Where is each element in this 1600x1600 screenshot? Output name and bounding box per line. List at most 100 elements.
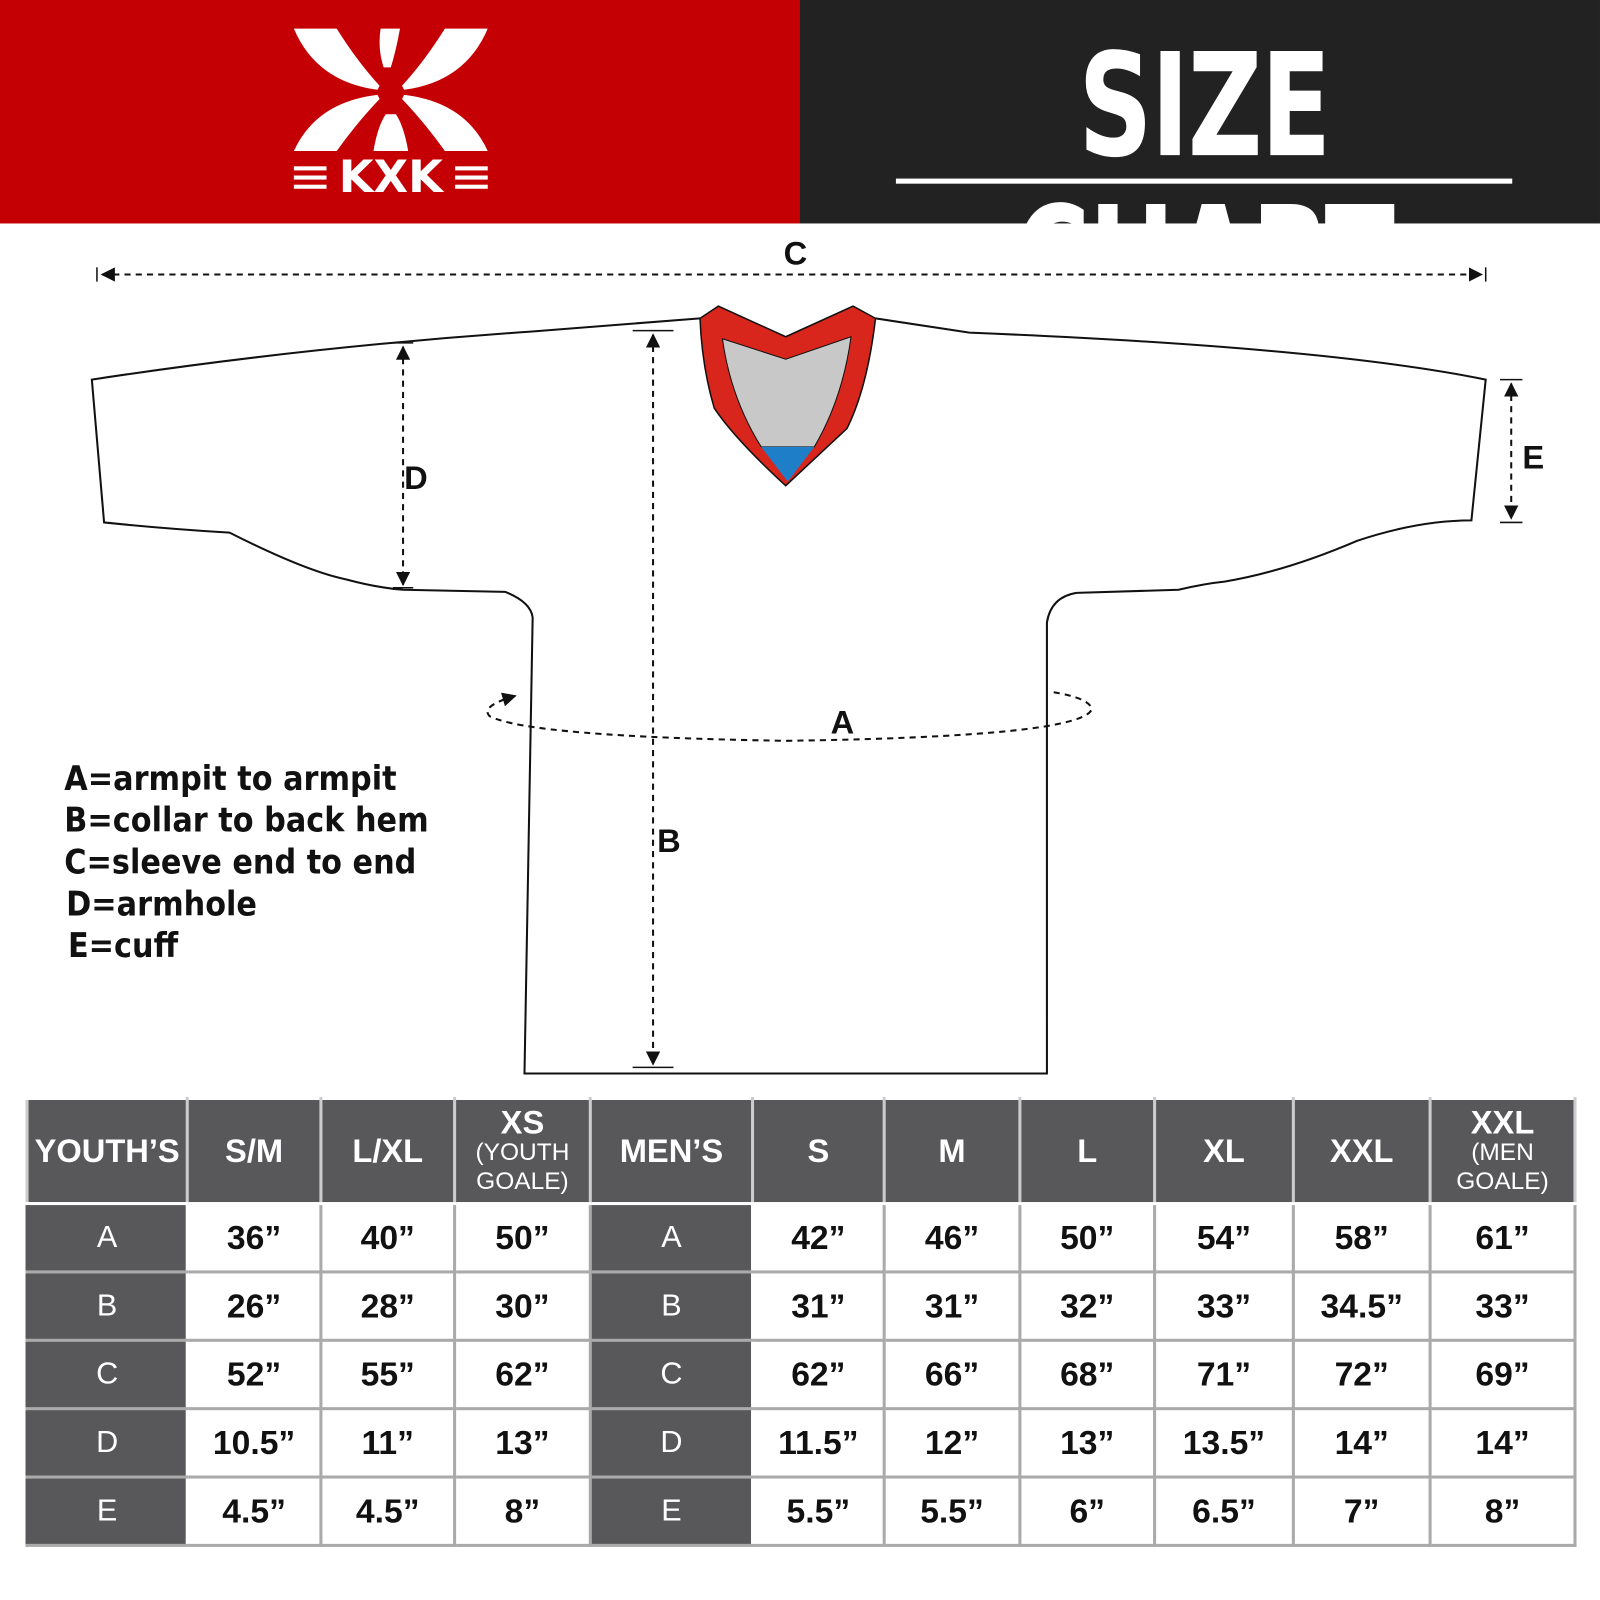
table-row: D 10.5” 11” 13” D 11.5” 12” 13” 13.5” 14” 14” xyxy=(25,1407,1577,1479)
size-label: L/XL xyxy=(352,1132,424,1170)
men-cell: 50” xyxy=(1018,1202,1157,1274)
men-cell: 32” xyxy=(1018,1270,1157,1342)
youth-header: YOUTH’S xyxy=(25,1096,189,1206)
youth-cell: 13” xyxy=(453,1407,592,1479)
men-cell: 58” xyxy=(1291,1202,1432,1274)
men-cell: 46” xyxy=(882,1202,1022,1274)
legend-item: D=armhole xyxy=(66,883,257,924)
men-cell: 61” xyxy=(1428,1202,1577,1274)
men-size-header: L xyxy=(1018,1096,1157,1206)
youth-cell: 26” xyxy=(185,1270,323,1342)
logo-text: KXK xyxy=(338,151,443,204)
men-cell: 5.5” xyxy=(882,1475,1022,1547)
measure-a xyxy=(486,690,1093,742)
youth-cell: 50” xyxy=(453,1202,592,1274)
title-panel xyxy=(799,0,1600,224)
row-label: D xyxy=(588,1407,755,1479)
size-label: XXL xyxy=(1470,1104,1535,1141)
legend-item: C=sleeve end to end xyxy=(64,841,417,882)
kxk-logo-icon xyxy=(293,28,488,189)
men-cell: 31” xyxy=(751,1270,886,1342)
men-cell: 8” xyxy=(1428,1475,1577,1547)
men-cell: 33” xyxy=(1153,1270,1295,1342)
men-size-header: M xyxy=(882,1096,1022,1206)
label-e: E xyxy=(1522,438,1545,476)
youth-cell: 11” xyxy=(319,1407,457,1479)
men-cell: 68” xyxy=(1018,1338,1157,1411)
table-header-row: YOUTH’S S/M L/XL XS (YOUTH GOALE) MEN’S S M L XL X… xyxy=(25,1096,1577,1206)
row-label: E xyxy=(588,1475,755,1547)
men-cell: 13” xyxy=(1018,1407,1157,1479)
youth-cell: 8” xyxy=(453,1475,592,1547)
row-label: C xyxy=(25,1338,189,1411)
label-c: C xyxy=(783,234,808,272)
row-label: E xyxy=(25,1475,189,1547)
size-label: S/M xyxy=(225,1132,284,1170)
men-cell: 72” xyxy=(1291,1338,1432,1411)
title-underline xyxy=(895,178,1513,184)
men-cell: 54” xyxy=(1153,1202,1295,1274)
men-cell: 13.5” xyxy=(1153,1407,1295,1479)
label-d: D xyxy=(404,459,428,496)
men-cell: 33” xyxy=(1428,1270,1577,1342)
size-label: XXL xyxy=(1329,1132,1394,1170)
youth-size-header: L/XL xyxy=(319,1096,457,1206)
size-label: XS xyxy=(500,1104,545,1141)
size-label: M xyxy=(938,1132,966,1170)
collar-tip xyxy=(761,446,815,482)
row-label: D xyxy=(25,1407,189,1479)
label-b: B xyxy=(657,822,681,860)
table-row: C 52” 55” 62” C 62” 66” 68” 71” 72” 69” xyxy=(25,1338,1577,1411)
row-label: B xyxy=(25,1270,189,1342)
youth-cell: 28” xyxy=(319,1270,457,1342)
men-cell: 12” xyxy=(882,1407,1022,1479)
youth-size-header: S/M xyxy=(185,1096,323,1206)
men-cell: 69” xyxy=(1428,1338,1577,1411)
men-cell: 6” xyxy=(1018,1475,1157,1547)
men-cell: 11.5” xyxy=(751,1407,886,1479)
collar-insert xyxy=(721,335,852,448)
men-cell: 14” xyxy=(1428,1407,1577,1479)
youth-cell: 52” xyxy=(185,1338,323,1411)
men-size-header: S xyxy=(751,1096,886,1206)
legend-item: B=collar to back hem xyxy=(64,799,429,840)
men-cell: 14” xyxy=(1291,1407,1432,1479)
jersey-diagram xyxy=(90,267,1523,1075)
men-cell: 7” xyxy=(1291,1475,1432,1547)
youth-cell: 36” xyxy=(185,1202,323,1274)
row-label: A xyxy=(25,1202,189,1274)
men-size-header: XXL (MEN GOALE) xyxy=(1428,1096,1577,1206)
men-cell: 6.5” xyxy=(1153,1475,1295,1547)
men-cell: 62” xyxy=(751,1338,886,1411)
brand-panel: KXK xyxy=(0,0,800,224)
men-cell: 34.5” xyxy=(1291,1270,1432,1342)
youth-cell: 4.5” xyxy=(185,1475,323,1547)
size-label: L xyxy=(1077,1132,1098,1170)
youth-cell: 10.5” xyxy=(185,1407,323,1479)
youth-cell: 62” xyxy=(453,1338,592,1411)
table-row: A 36” 40” 50” A 42” 46” 50” 54” 58” 61” xyxy=(25,1202,1577,1274)
size-table: YOUTH’S S/M L/XL XS (YOUTH GOALE) MEN’S S M L XL X… xyxy=(25,1096,1577,1547)
row-label: C xyxy=(588,1338,755,1411)
men-cell: 31” xyxy=(882,1270,1022,1342)
size-sublabel: (MEN GOALE) xyxy=(1456,1138,1549,1195)
label-a: A xyxy=(830,704,855,741)
youth-cell: 30” xyxy=(453,1270,592,1342)
jersey-outline xyxy=(90,317,1487,1075)
youth-cell: 40” xyxy=(319,1202,457,1274)
men-size-header: XL xyxy=(1153,1096,1295,1206)
measurement-legend: A=armpit to armpit B=collar to back hem … xyxy=(64,757,428,966)
row-label: A xyxy=(588,1202,755,1274)
table-row: B 26” 28” 30” B 31” 31” 32” 33” 34.5” 33” xyxy=(25,1270,1577,1342)
legend-item: E=cuff xyxy=(67,925,179,966)
legend-item: A=armpit to armpit xyxy=(64,758,397,798)
youth-size-header: XS (YOUTH GOALE) xyxy=(453,1096,592,1206)
youth-cell: 4.5” xyxy=(319,1475,457,1547)
men-cell: 66” xyxy=(882,1338,1022,1411)
men-cell: 42” xyxy=(751,1202,886,1274)
table-row: E 4.5” 4.5” 8” E 5.5” 5.5” 6” 6.5” 7” 8” xyxy=(25,1475,1577,1547)
youth-cell: 55” xyxy=(319,1338,457,1411)
men-header: MEN’S xyxy=(588,1096,755,1206)
men-size-header: XXL xyxy=(1291,1096,1432,1206)
page-title: SIZE CHART xyxy=(1014,23,1395,343)
